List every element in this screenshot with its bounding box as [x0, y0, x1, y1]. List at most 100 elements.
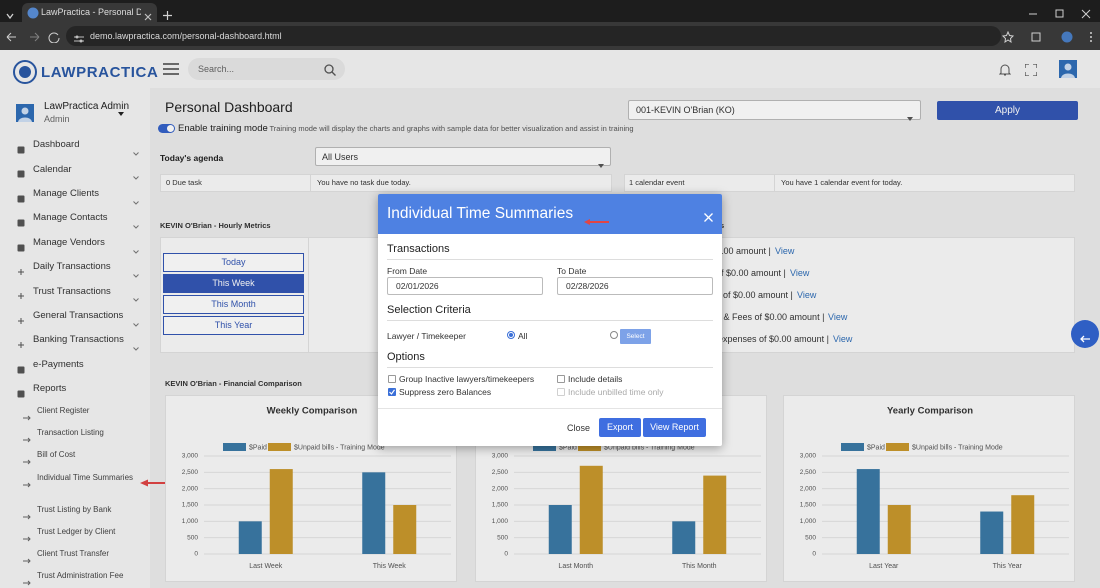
metric-link[interactable]: View [833, 333, 853, 344]
header-avatar[interactable] [1059, 60, 1077, 78]
icon-part [17, 244, 25, 252]
y-tick-label: 2,000 [492, 485, 509, 492]
notifications[interactable] [998, 63, 1012, 76]
icon-part [17, 170, 25, 178]
submenu-item[interactable]: Transaction Listing [37, 428, 104, 438]
bar [362, 472, 386, 554]
submenu-item[interactable]: Client Trust Transfer [37, 549, 110, 559]
checkbox[interactable] [388, 375, 396, 383]
menu-item[interactable]: Trust Transactions [33, 285, 111, 297]
url: demo.lawpractica.com/personal-dashboard.… [90, 30, 282, 41]
icon-part [17, 195, 25, 203]
y-tick-label: 1,000 [492, 518, 509, 525]
submenu-item[interactable]: Trust Ledger by Client [37, 527, 116, 536]
tab-close[interactable] [144, 8, 152, 21]
users-select[interactable] [315, 147, 611, 166]
browser-icons[interactable] [1001, 30, 1094, 44]
metric-link[interactable]: View [797, 289, 817, 300]
icon-part [1090, 32, 1092, 34]
financial-title: KEVIN O'Brian - Financial Comparison [165, 379, 302, 389]
icon-part [133, 225, 139, 229]
window-controls[interactable] [1026, 6, 1094, 19]
menu-icon [17, 141, 25, 154]
training-note: - Training mode will display the charts … [265, 124, 634, 134]
bar [856, 469, 880, 554]
apply-button[interactable]: Apply [937, 101, 1078, 120]
chart-panel: Yearly Comparison $Paid bills $Unpaid bill… [783, 395, 1075, 582]
checkbox-label: Suppress zero Balances [399, 386, 492, 397]
active-tab [22, 3, 157, 22]
scroll-top-button[interactable] [1071, 320, 1099, 348]
checkbox[interactable] [557, 375, 565, 383]
modal-close[interactable] [704, 209, 713, 222]
checkbox-label: Group Inactive lawyers/timekeepers [399, 373, 535, 384]
menu-toggle[interactable] [163, 62, 179, 75]
icon-part [16, 104, 34, 122]
sidebar [0, 88, 150, 588]
site-info [74, 31, 84, 43]
icon-part [6, 32, 60, 44]
date-input[interactable] [387, 277, 543, 295]
agenda-events [624, 174, 1075, 192]
metric-link[interactable]: View [775, 245, 795, 256]
period-button[interactable]: This Week [163, 274, 304, 293]
menu-item[interactable]: Banking Transactions [33, 334, 124, 346]
date-input[interactable] [557, 277, 713, 295]
hourly-divider [308, 237, 309, 353]
period-button[interactable]: This Year [163, 316, 304, 335]
metric-link[interactable]: View [790, 267, 810, 278]
bar [1011, 495, 1035, 554]
submenu-arrow [23, 529, 31, 542]
export-button[interactable]: Export [599, 418, 641, 437]
menu-icon [17, 165, 25, 178]
y-tick-label: 3,000 [182, 453, 199, 460]
submenu-arrow [23, 551, 31, 564]
legend-swatch [886, 443, 909, 451]
icon-part [23, 415, 31, 421]
menu-item[interactable]: e-Payments [33, 358, 84, 370]
menu-item[interactable]: Dashboard [33, 139, 80, 151]
submenu-item[interactable]: Trust Administration Fee [37, 571, 124, 581]
checkbox[interactable] [388, 388, 396, 396]
period-button[interactable]: This Month [163, 295, 304, 314]
metric-link[interactable]: View [828, 311, 848, 322]
menu-item[interactable]: Manage Contacts [33, 212, 108, 224]
lawyer-select[interactable] [628, 100, 921, 120]
search-icon[interactable] [324, 63, 336, 76]
menu-item[interactable]: Manage Clients [33, 188, 100, 200]
new-tab[interactable] [163, 7, 172, 20]
tab-search[interactable] [6, 7, 14, 20]
select-button[interactable]: Select [620, 329, 651, 344]
submenu-item[interactable]: Client Register [37, 406, 90, 415]
view-report-button[interactable]: View Report [643, 418, 706, 437]
icon-part [18, 269, 24, 275]
user-caret[interactable] [118, 104, 124, 116]
date-value: 02/01/2026 [396, 280, 439, 291]
menu-item[interactable]: General Transactions [33, 310, 124, 322]
radio-select[interactable] [610, 331, 618, 339]
legend-label: $Unpaid bills - Training Mode [604, 444, 695, 451]
section-title: Transactions [387, 242, 450, 255]
menu-item[interactable]: Manage Vendors [33, 236, 105, 248]
training-toggle[interactable] [158, 124, 175, 133]
close-button[interactable]: Close [567, 422, 591, 433]
icon-part [18, 317, 24, 324]
icon-part [18, 293, 24, 300]
user-name[interactable]: LawPractica Admin [44, 101, 130, 112]
submenu-item[interactable]: Individual Time Summaries [37, 472, 134, 482]
legend-swatch [268, 443, 291, 451]
icon-part [133, 176, 139, 181]
period-button[interactable]: Today [163, 253, 304, 272]
submenu-arrow [23, 430, 31, 443]
menu-item[interactable]: Reports [33, 383, 67, 395]
menu-item[interactable]: Daily Transactions [33, 261, 111, 273]
submenu-item[interactable]: Trust Listing by Bank [37, 504, 112, 514]
search-box[interactable] [188, 58, 345, 80]
field-label: From Date [387, 265, 428, 276]
y-tick-label: 1,500 [492, 502, 509, 509]
menu-item[interactable]: Calendar [33, 163, 72, 175]
nav-buttons[interactable] [6, 30, 60, 44]
submenu-item[interactable]: Bill of Cost [37, 450, 76, 460]
omnibox[interactable] [66, 26, 1001, 46]
